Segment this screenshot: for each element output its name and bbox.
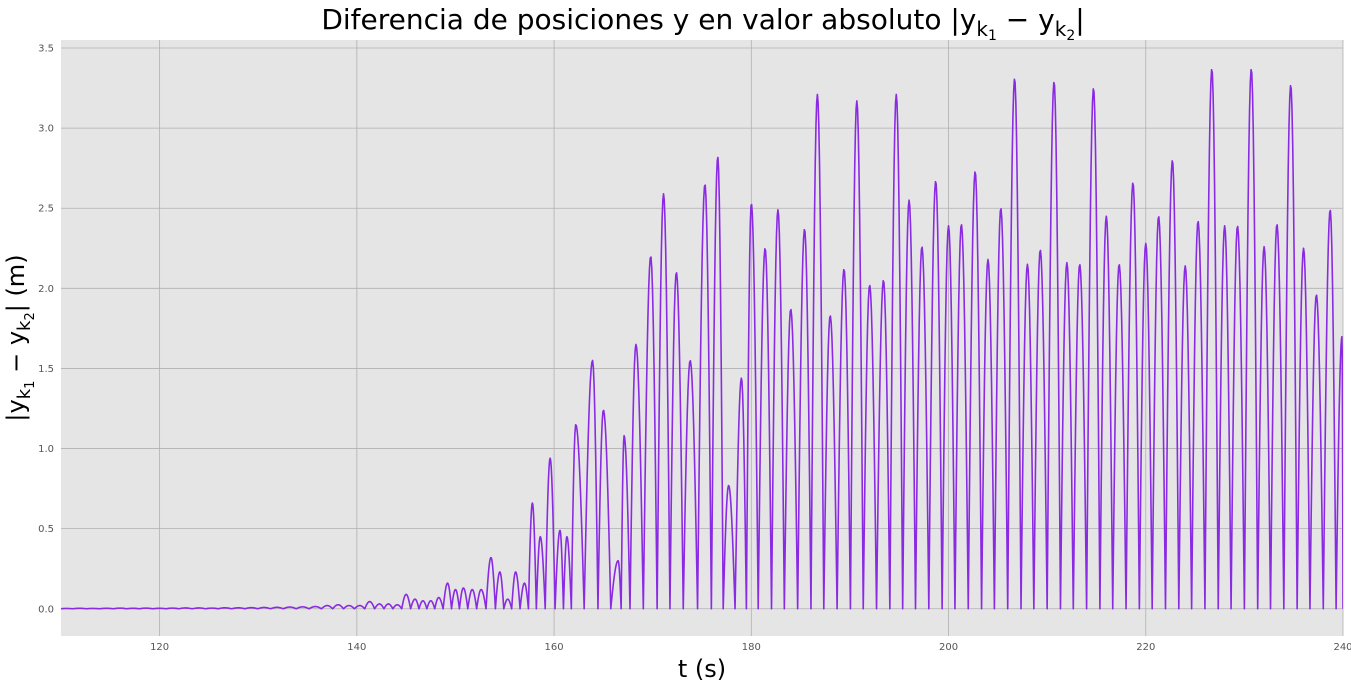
x-tick-label: 180 [742,642,761,653]
series-line [61,68,1343,610]
x-tick-label: 120 [150,642,169,653]
chart-title: Diferencia de posiciones y en valor abso… [321,3,1084,44]
x-tick-label: 240 [1333,642,1351,653]
x-tick-label: 160 [545,642,564,653]
y-tick-label: 2.0 [38,284,54,295]
x-tick-label: 140 [347,642,366,653]
y-tick-label: 3.0 [38,124,54,135]
y-tick-label: 0.0 [38,604,54,615]
y-tick-label: 3.5 [38,44,54,55]
tick-labels: 120 140 160 180 200 220 240 0.0 0.5 1.0 1.5 2.0 2.5 3… [38,44,1351,653]
y-tick-label: 1.0 [38,444,54,455]
y-tick-label: 2.5 [38,204,54,215]
x-tick-label: 200 [939,642,958,653]
series-layer [61,68,1343,610]
y-tick-label: 0.5 [38,524,54,535]
x-tick-label: 220 [1136,642,1155,653]
y-tick-label: 1.5 [38,364,54,375]
y-axis-label: |yk1 − yk2| (m) [2,254,38,421]
x-axis-label: t (s) [678,655,726,683]
